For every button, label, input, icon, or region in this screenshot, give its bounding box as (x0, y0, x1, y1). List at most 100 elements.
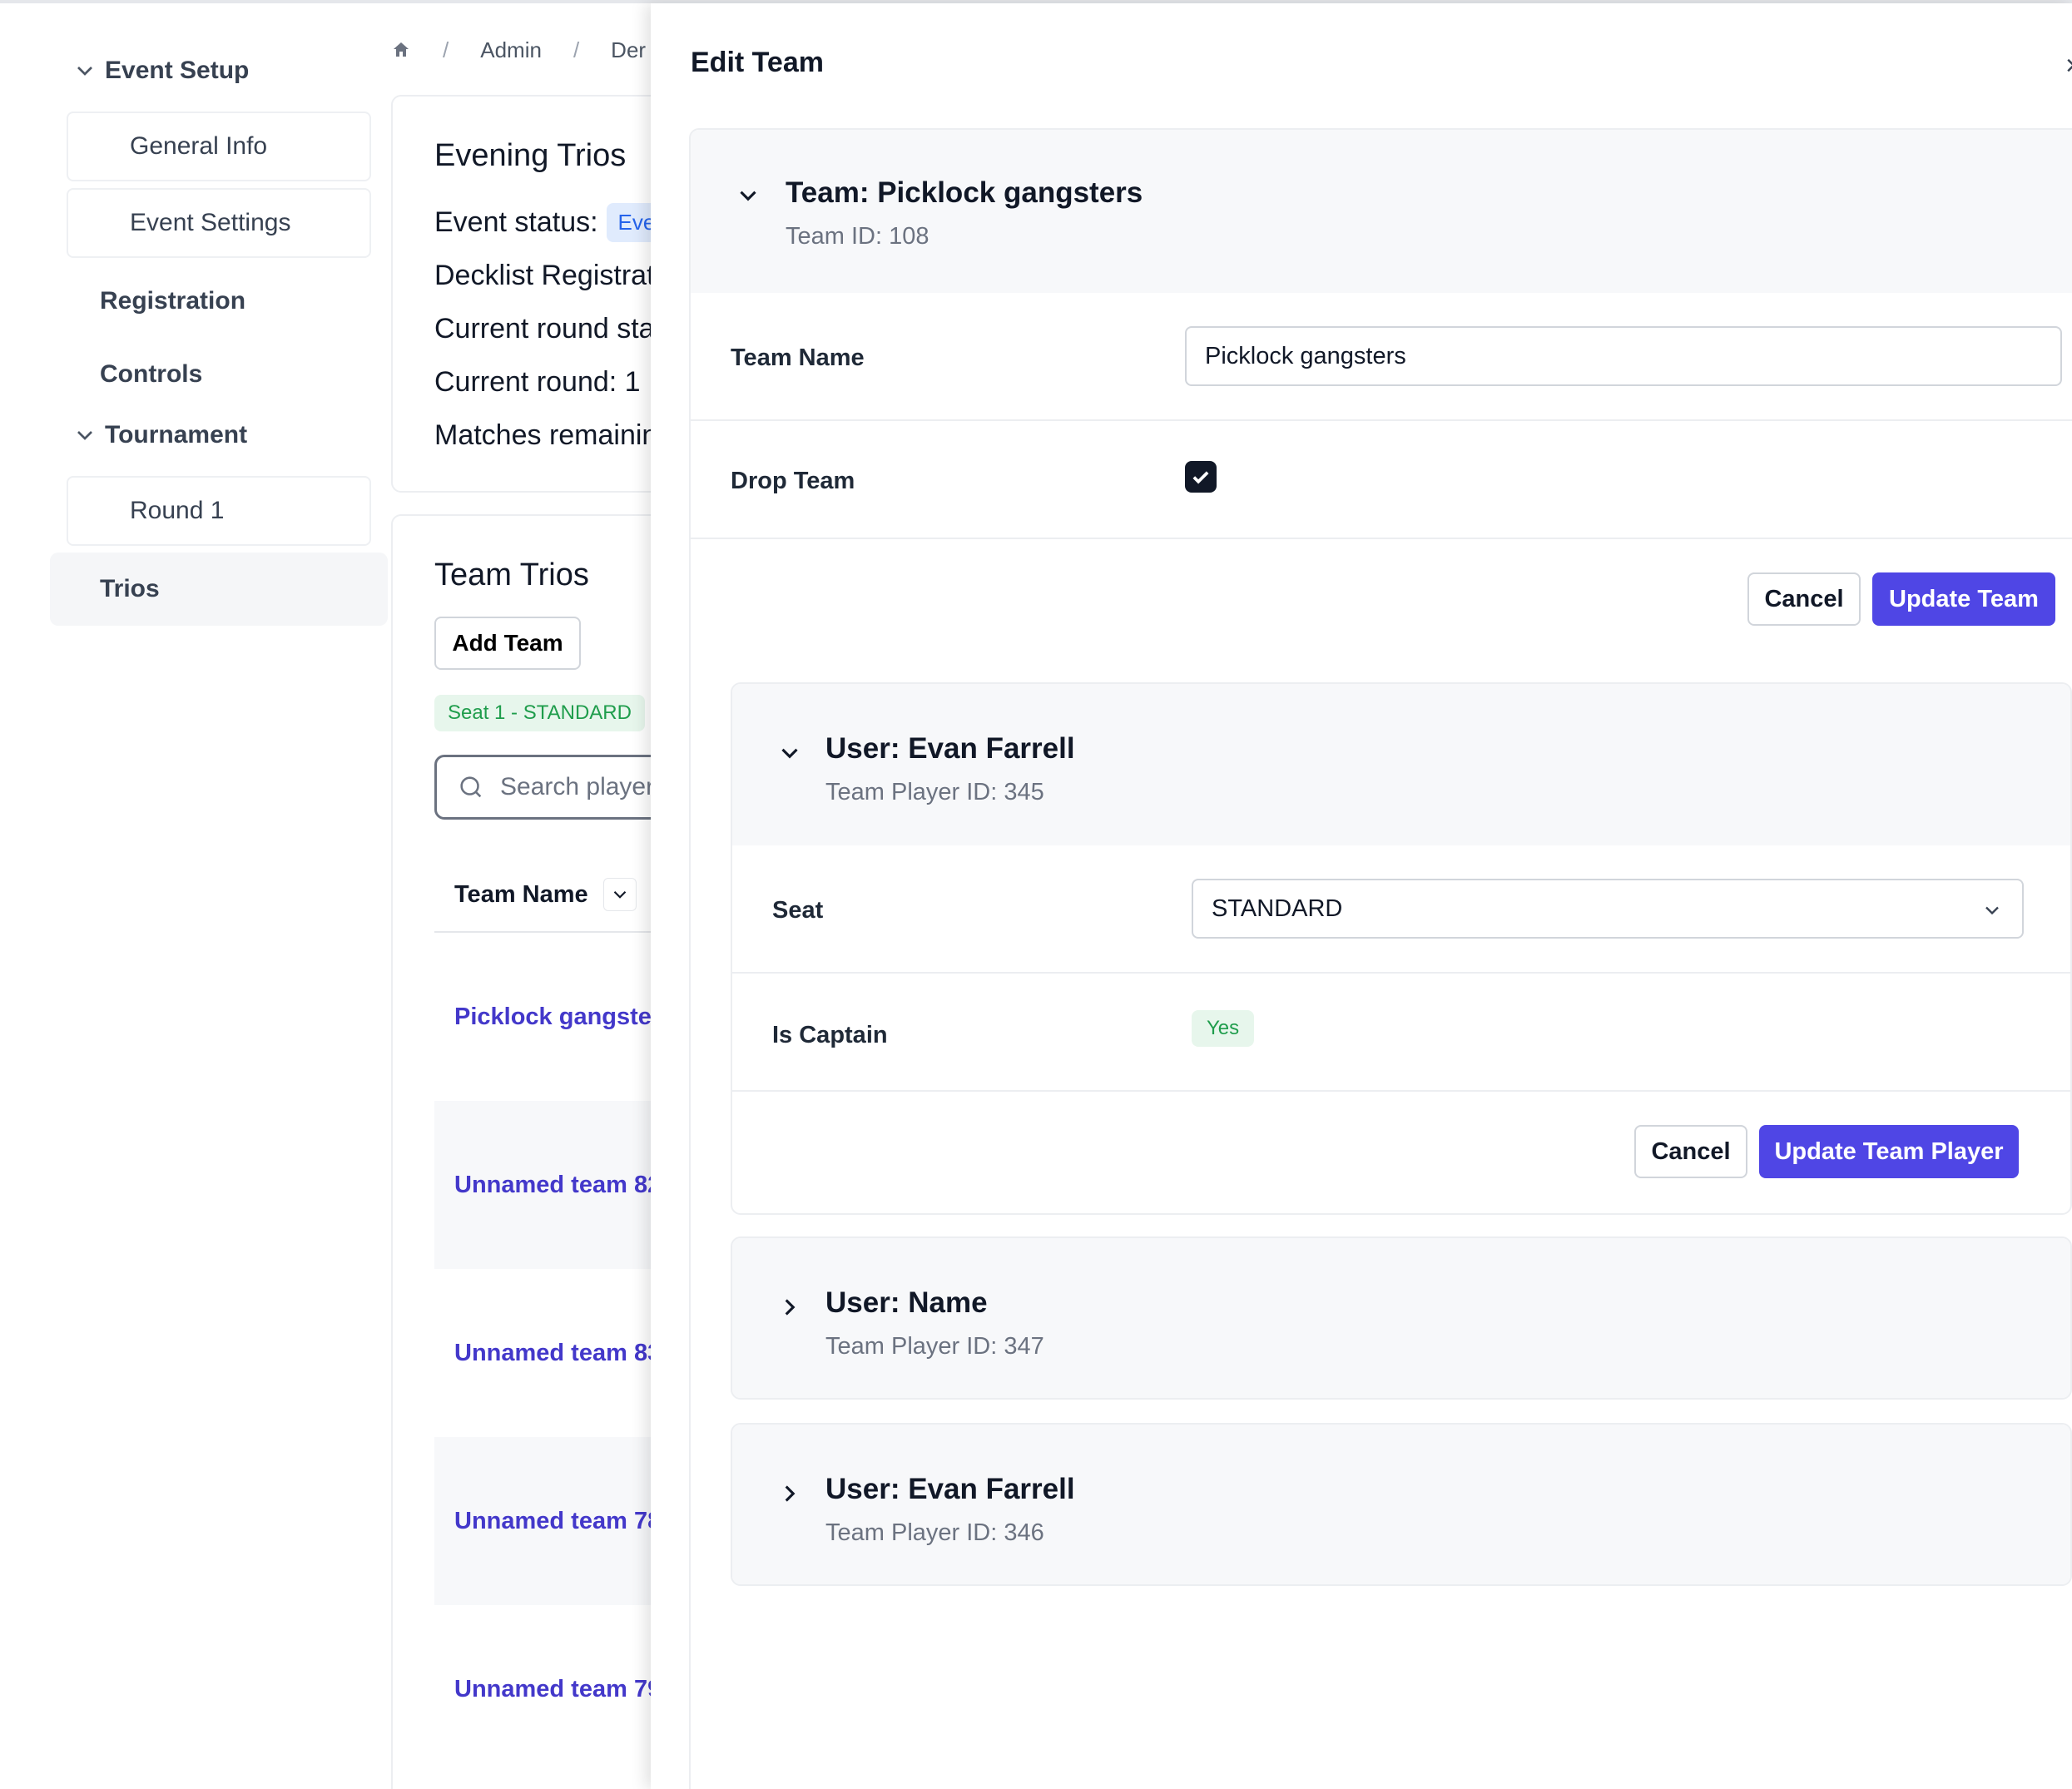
event-status-line: Event status: Eve (434, 196, 657, 249)
chevron-down-icon (77, 431, 92, 440)
player-card-header[interactable]: User: Name Team Player ID: 347 (732, 1238, 2070, 1398)
sidebar-item-round-1[interactable]: Round 1 (67, 476, 371, 546)
update-team-player-button[interactable]: Update Team Player (1759, 1125, 2019, 1178)
player-title: User: Evan Farrell (825, 732, 1075, 765)
captain-row: Is Captain Yes (732, 974, 2070, 1092)
column-header-team-name[interactable]: Team Name (454, 880, 588, 908)
sidebar-item-event-settings[interactable]: Event Settings (67, 188, 371, 258)
sidebar-section-event-setup[interactable]: Event Setup (72, 50, 391, 92)
sort-button[interactable] (602, 878, 637, 911)
sidebar-item-general-info[interactable]: General Info (67, 112, 371, 181)
drop-team-checkbox[interactable] (1185, 461, 1217, 493)
player-card: User: Evan Farrell Team Player ID: 346 (731, 1423, 2072, 1586)
chevron-down-icon (1985, 906, 1999, 915)
player-id: Team Player ID: 346 (825, 1519, 1044, 1546)
seat-label: Seat (772, 897, 824, 924)
chevron-down-icon (781, 748, 798, 759)
top-border (0, 0, 2072, 3)
search-placeholder: Search player (500, 773, 655, 800)
sidebar-item-label: Registration (100, 287, 246, 315)
sidebar-item-label: General Info (130, 132, 268, 160)
decklist-registration-line: Decklist Registrat (434, 259, 655, 291)
drop-team-label: Drop Team (731, 468, 855, 494)
sidebar-item-label: Trios (100, 575, 160, 602)
seat-select[interactable]: STANDARD (1192, 879, 2024, 939)
team-trios-card: Team Trios Add Team Seat 1 - STANDARD Se… (391, 514, 657, 1789)
search-input[interactable]: Search player (434, 755, 657, 820)
team-panel-header[interactable]: Team: Picklock gangsters Team ID: 108 (691, 130, 2072, 293)
table-row[interactable]: Unnamed team 83 (434, 1269, 657, 1437)
sidebar-item-trios[interactable]: Trios (50, 553, 388, 626)
team-id: Team ID: 108 (786, 223, 929, 250)
player-actions: Cancel Update Team Player (732, 1092, 2070, 1213)
table-row[interactable]: Unnamed team 79 (434, 1605, 657, 1773)
breadcrumb-separator: / (573, 37, 580, 62)
sidebar-section-tournament[interactable]: Tournament (72, 414, 391, 456)
breadcrumb-admin[interactable]: Admin (480, 37, 542, 62)
chevron-down-icon (613, 890, 626, 899)
update-team-button[interactable]: Update Team (1872, 572, 2055, 626)
breadcrumb: / Admin / Der (391, 33, 646, 67)
cancel-button[interactable]: Cancel (1634, 1125, 1747, 1178)
player-id: Team Player ID: 347 (825, 1333, 1044, 1360)
team-actions: Cancel Update Team (691, 539, 2072, 687)
team-name-row: Team Name (691, 293, 2072, 421)
player-id: Team Player ID: 345 (825, 779, 1044, 805)
team-link[interactable]: Unnamed team 83 (454, 1339, 657, 1366)
event-status-label: Event status: (434, 206, 598, 238)
breadcrumb-next[interactable]: Der (611, 37, 647, 62)
cancel-button[interactable]: Cancel (1747, 572, 1861, 626)
table-row[interactable]: Unnamed team 82 (434, 1101, 657, 1269)
drawer-title: Edit Team (691, 47, 824, 78)
team-link[interactable]: Picklock gangster (454, 1003, 657, 1030)
search-icon (460, 776, 482, 798)
team-name-label: Team Name (731, 344, 865, 371)
chevron-down-icon (740, 191, 756, 201)
home-icon[interactable] (391, 40, 411, 60)
sidebar: Event Setup General Info Event Settings … (50, 50, 391, 626)
current-round-status-line: Current round sta (434, 312, 655, 344)
player-title: User: Evan Farrell (825, 1473, 1075, 1505)
breadcrumb-separator: / (443, 37, 449, 62)
table-row[interactable]: Picklock gangster (434, 933, 657, 1101)
matches-remaining-line: Matches remainin (434, 419, 657, 451)
team-title: Team: Picklock gangsters (786, 176, 1143, 209)
current-round-line: Current round: 1 (434, 365, 641, 398)
player-title: User: Name (825, 1286, 988, 1319)
player-card: User: Name Team Player ID: 347 (731, 1236, 2072, 1400)
team-panel: Team: Picklock gangsters Team ID: 108 Te… (689, 128, 2072, 1789)
sidebar-section-label: Event Setup (105, 57, 250, 84)
team-link[interactable]: Unnamed team 78 (454, 1507, 657, 1534)
player-card: User: Evan Farrell Team Player ID: 345 S… (731, 682, 2072, 1215)
team-link[interactable]: Unnamed team 82 (454, 1171, 657, 1198)
status-badge: Eve (606, 202, 657, 242)
player-card-header[interactable]: User: Evan Farrell Team Player ID: 346 (732, 1425, 2070, 1584)
seat-row: Seat STANDARD (732, 845, 2070, 974)
table-header: Team Name (434, 858, 657, 933)
team-link[interactable]: Unnamed team 79 (454, 1675, 657, 1702)
sidebar-item-label: Controls (100, 360, 203, 388)
player-card-header[interactable]: User: Evan Farrell Team Player ID: 345 (732, 684, 2070, 845)
sidebar-item-registration[interactable]: Registration (50, 265, 391, 338)
close-icon[interactable]: × (2065, 50, 2072, 82)
sidebar-item-label: Round 1 (130, 497, 225, 524)
chevron-right-icon (785, 1299, 796, 1316)
drop-team-row: Drop Team (691, 421, 2072, 539)
checkmark-icon (1192, 471, 1209, 484)
table-row[interactable]: Unnamed team 78 (434, 1437, 657, 1605)
event-title: Evening Trios (434, 138, 627, 173)
edit-team-drawer: Edit Team × Team: Picklock gangsters Tea… (651, 3, 2072, 1789)
sidebar-item-label: Event Settings (130, 209, 291, 236)
team-name-field[interactable] (1185, 326, 2062, 386)
main-content: / Admin / Der Evening Trios Event status… (391, 0, 657, 1789)
event-info-card: Evening Trios Event status: Eve Decklist… (391, 95, 657, 493)
seat-select-value: STANDARD (1212, 894, 1343, 922)
sidebar-section-label: Tournament (105, 421, 248, 448)
chevron-right-icon (785, 1485, 796, 1502)
sidebar-item-controls[interactable]: Controls (50, 338, 391, 411)
captain-badge: Yes (1192, 1010, 1255, 1047)
seat-badge: Seat 1 - STANDARD (434, 695, 645, 731)
team-trios-title: Team Trios (434, 558, 589, 592)
add-team-button[interactable]: Add Team (434, 617, 581, 670)
chevron-down-icon (77, 67, 92, 76)
